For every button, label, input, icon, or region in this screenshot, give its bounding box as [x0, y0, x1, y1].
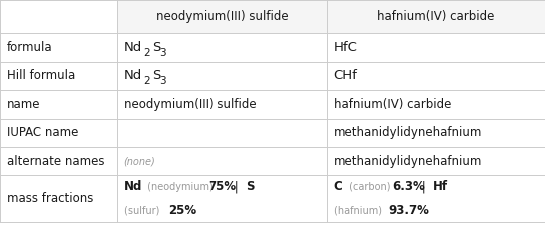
Text: Nd: Nd [124, 41, 142, 54]
Text: 6.3%: 6.3% [392, 181, 425, 193]
Text: 2: 2 [143, 48, 150, 58]
Text: formula: formula [7, 41, 52, 54]
Text: neodymium(III) sulfide: neodymium(III) sulfide [124, 98, 256, 111]
Bar [117, 0, 327, 33]
Text: alternate names: alternate names [7, 155, 104, 168]
Text: neodymium(III) sulfide: neodymium(III) sulfide [156, 10, 288, 23]
Text: S: S [246, 181, 255, 193]
Text: S: S [152, 41, 160, 54]
Text: 3: 3 [159, 76, 166, 86]
Text: HfC: HfC [334, 41, 358, 54]
Bar [327, 0, 545, 33]
Text: name: name [7, 98, 40, 111]
Text: 2: 2 [143, 76, 150, 86]
Text: C: C [334, 181, 342, 193]
Text: 3: 3 [159, 48, 166, 58]
Text: 93.7%: 93.7% [388, 204, 429, 217]
Text: hafnium(IV) carbide: hafnium(IV) carbide [334, 98, 451, 111]
Text: (carbon): (carbon) [346, 182, 393, 192]
Text: hafnium(IV) carbide: hafnium(IV) carbide [377, 10, 495, 23]
Text: (hafnium): (hafnium) [334, 206, 385, 216]
Text: 75%: 75% [208, 181, 237, 193]
Text: Hill formula: Hill formula [7, 69, 75, 82]
Text: 25%: 25% [168, 204, 197, 217]
Text: CHf: CHf [334, 69, 358, 82]
Text: Nd: Nd [124, 69, 142, 82]
Text: S: S [152, 69, 160, 82]
Text: (neodymium): (neodymium) [144, 182, 216, 192]
Text: mass fractions: mass fractions [7, 192, 93, 205]
Text: (none): (none) [124, 156, 155, 166]
Text: |: | [231, 181, 243, 193]
Text: Hf: Hf [433, 181, 449, 193]
Text: (sulfur): (sulfur) [124, 206, 162, 216]
Text: IUPAC name: IUPAC name [7, 126, 78, 139]
Text: methanidylidynehafnium: methanidylidynehafnium [334, 126, 482, 139]
Text: Nd: Nd [124, 181, 142, 193]
Text: |: | [418, 181, 429, 193]
Text: methanidylidynehafnium: methanidylidynehafnium [334, 155, 482, 168]
